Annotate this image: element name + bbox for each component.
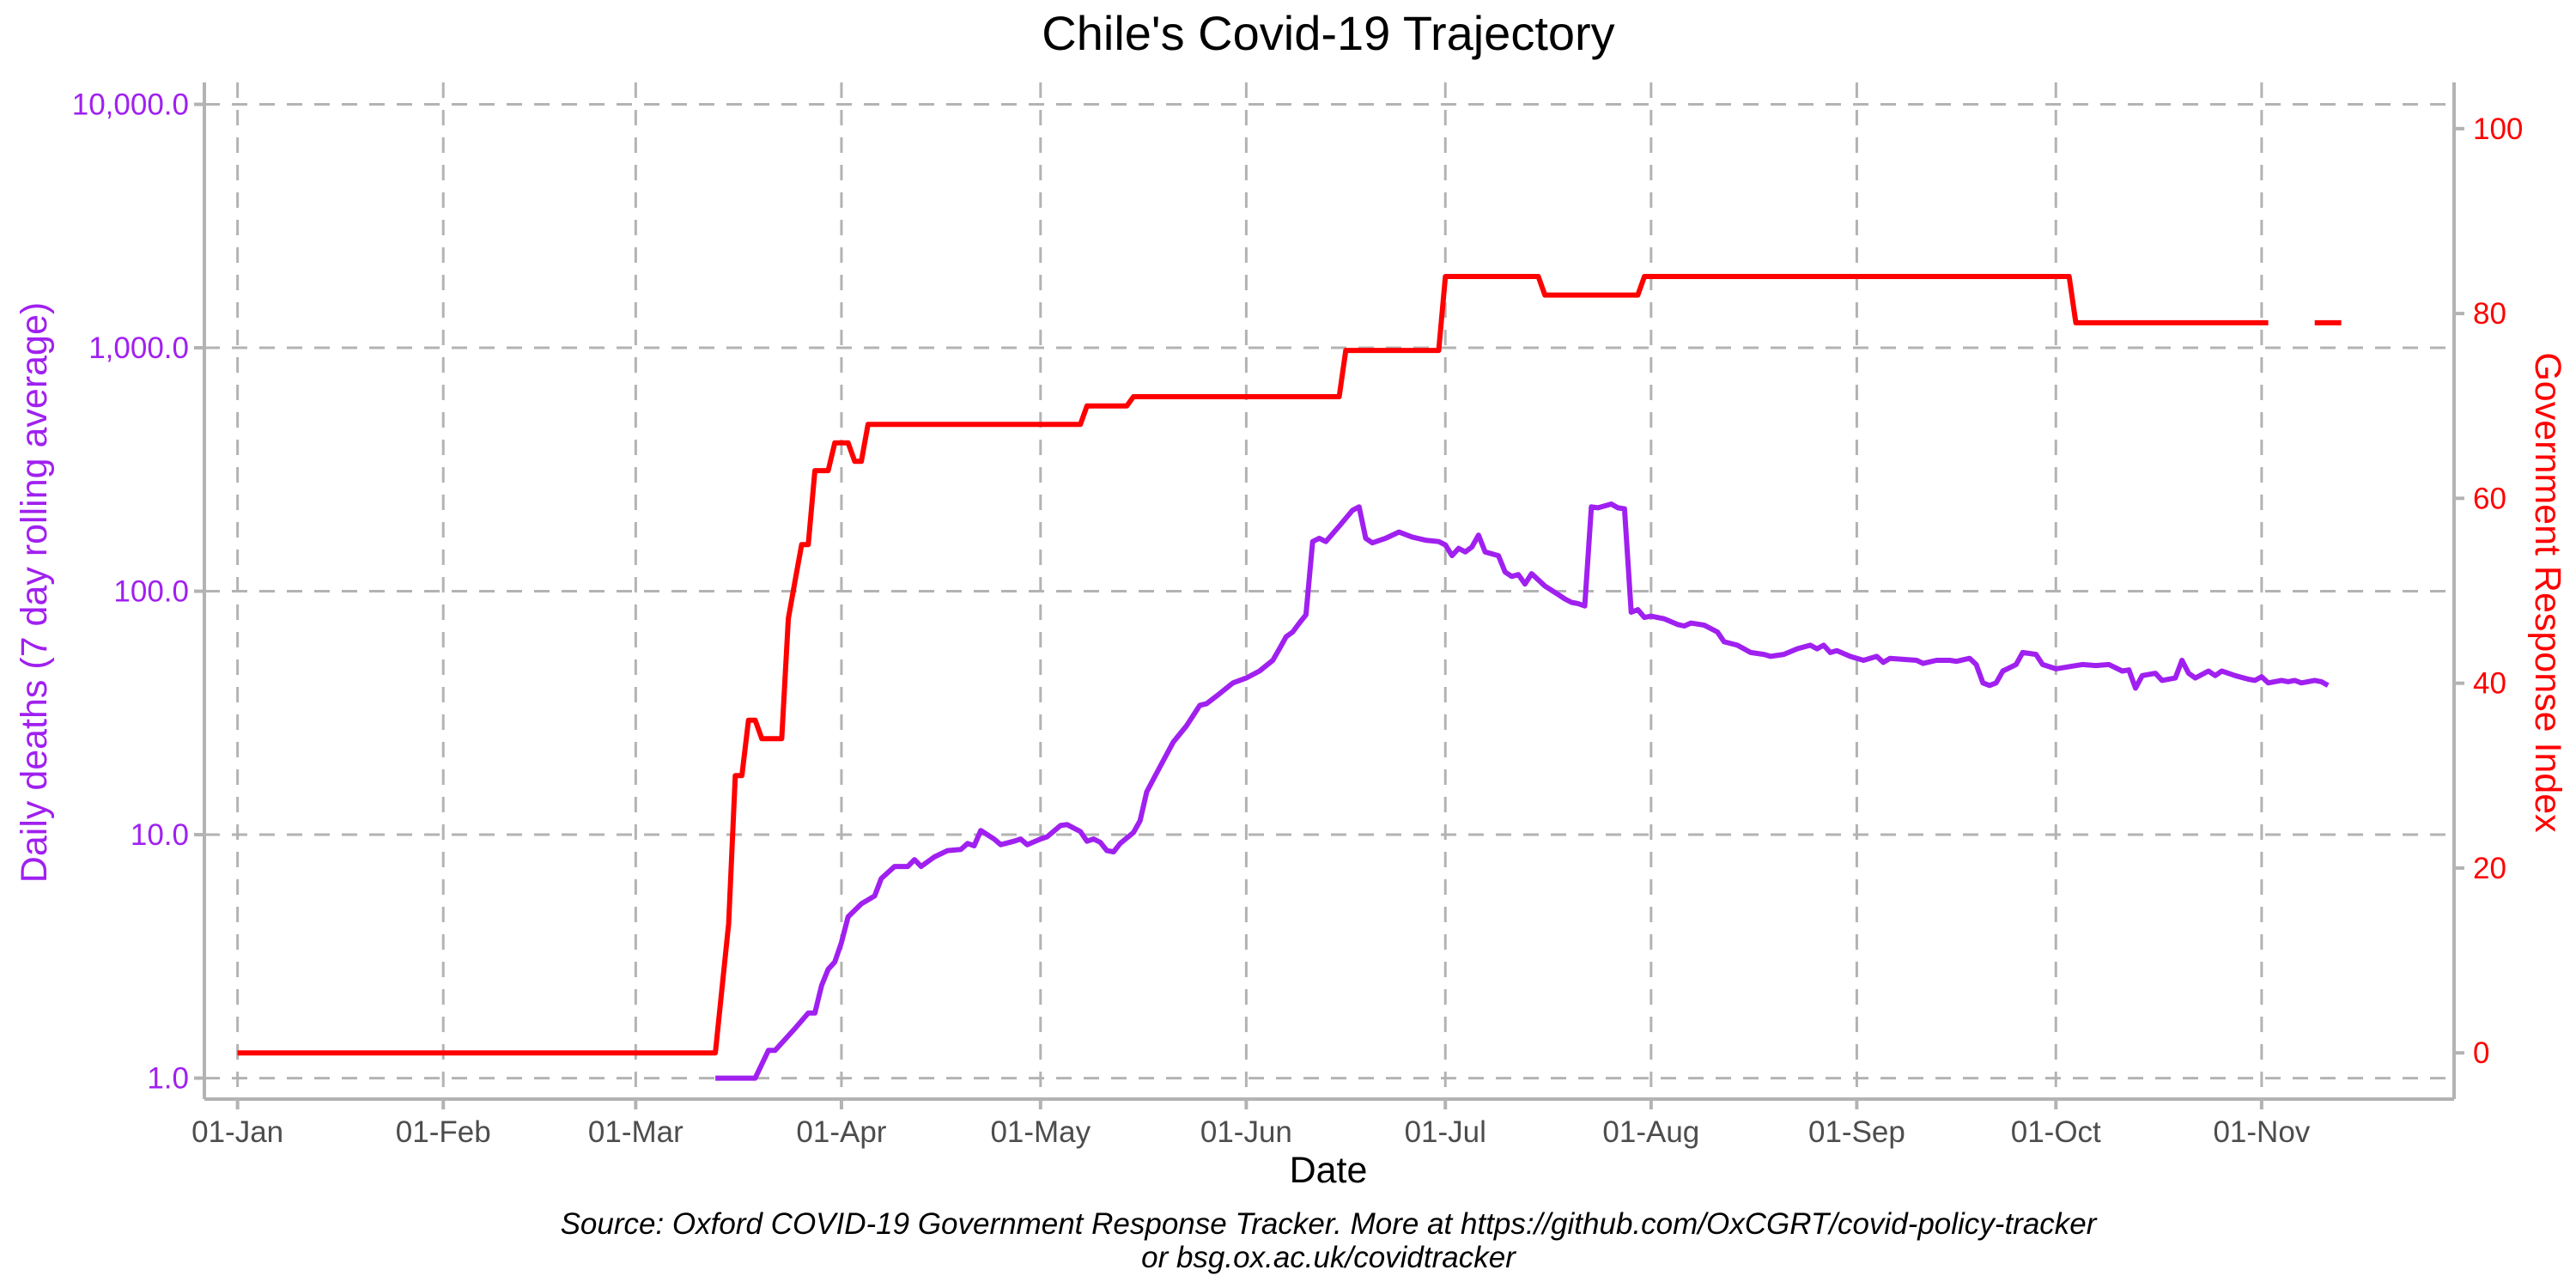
right-tick-label-2: 40 bbox=[2473, 667, 2506, 701]
left-axis-title: Daily deaths (7 day rolling average) bbox=[14, 302, 55, 883]
chart-title: Chile's Covid-19 Trajectory bbox=[1042, 6, 1614, 60]
right-tick-label-5: 100 bbox=[2473, 112, 2523, 146]
deaths-line bbox=[715, 501, 2330, 1081]
left-tick-label-3: 1,000.0 bbox=[88, 331, 189, 365]
grid-lines bbox=[204, 82, 2454, 1099]
x-tick-label-9: 01-Oct bbox=[2011, 1115, 2101, 1149]
left-tick-label-4: 10,000.0 bbox=[72, 88, 189, 121]
source-caption-line-2: or bsg.ox.ac.uk/covidtracker bbox=[1141, 1241, 1516, 1274]
x-tick-label-5: 01-Jun bbox=[1200, 1115, 1292, 1149]
right-axis-ticks: 0 20 40 60 80 100 bbox=[2454, 112, 2523, 1070]
x-axis-title: Date bbox=[1290, 1150, 1368, 1191]
x-tick-label-1: 01-Feb bbox=[396, 1115, 491, 1149]
right-tick-label-0: 0 bbox=[2473, 1036, 2489, 1070]
x-tick-label-10: 01-Nov bbox=[2213, 1115, 2310, 1149]
left-axis-ticks: 1.0 10.0 100.0 1,000.0 10,000.0 bbox=[72, 88, 204, 1096]
right-axis-title: Government Response Index bbox=[2527, 352, 2568, 833]
stringency-line-segment-0 bbox=[237, 274, 2269, 1056]
right-tick-label-4: 80 bbox=[2473, 297, 2506, 331]
x-tick-label-6: 01-Jul bbox=[1405, 1115, 1486, 1149]
left-tick-label-1: 10.0 bbox=[131, 818, 189, 852]
x-axis-ticks: 01-Jan 01-Feb 01-Mar 01-Apr 01-May 01-Jun 01-J… bbox=[191, 1099, 2311, 1149]
left-tick-label-0: 1.0 bbox=[147, 1062, 189, 1096]
series-lines bbox=[237, 274, 2342, 1081]
x-tick-label-4: 01-May bbox=[990, 1115, 1091, 1149]
x-tick-label-3: 01-Apr bbox=[796, 1115, 886, 1149]
x-tick-label-7: 01-Aug bbox=[1602, 1115, 1699, 1149]
right-tick-label-3: 60 bbox=[2473, 482, 2506, 515]
x-tick-label-2: 01-Mar bbox=[588, 1115, 683, 1149]
source-caption-line-1: Source: Oxford COVID-19 Government Respo… bbox=[561, 1207, 2098, 1241]
left-tick-label-2: 100.0 bbox=[113, 575, 189, 609]
x-tick-label-0: 01-Jan bbox=[191, 1115, 283, 1149]
right-tick-label-1: 20 bbox=[2473, 852, 2506, 885]
x-tick-label-8: 01-Sep bbox=[1808, 1115, 1905, 1149]
